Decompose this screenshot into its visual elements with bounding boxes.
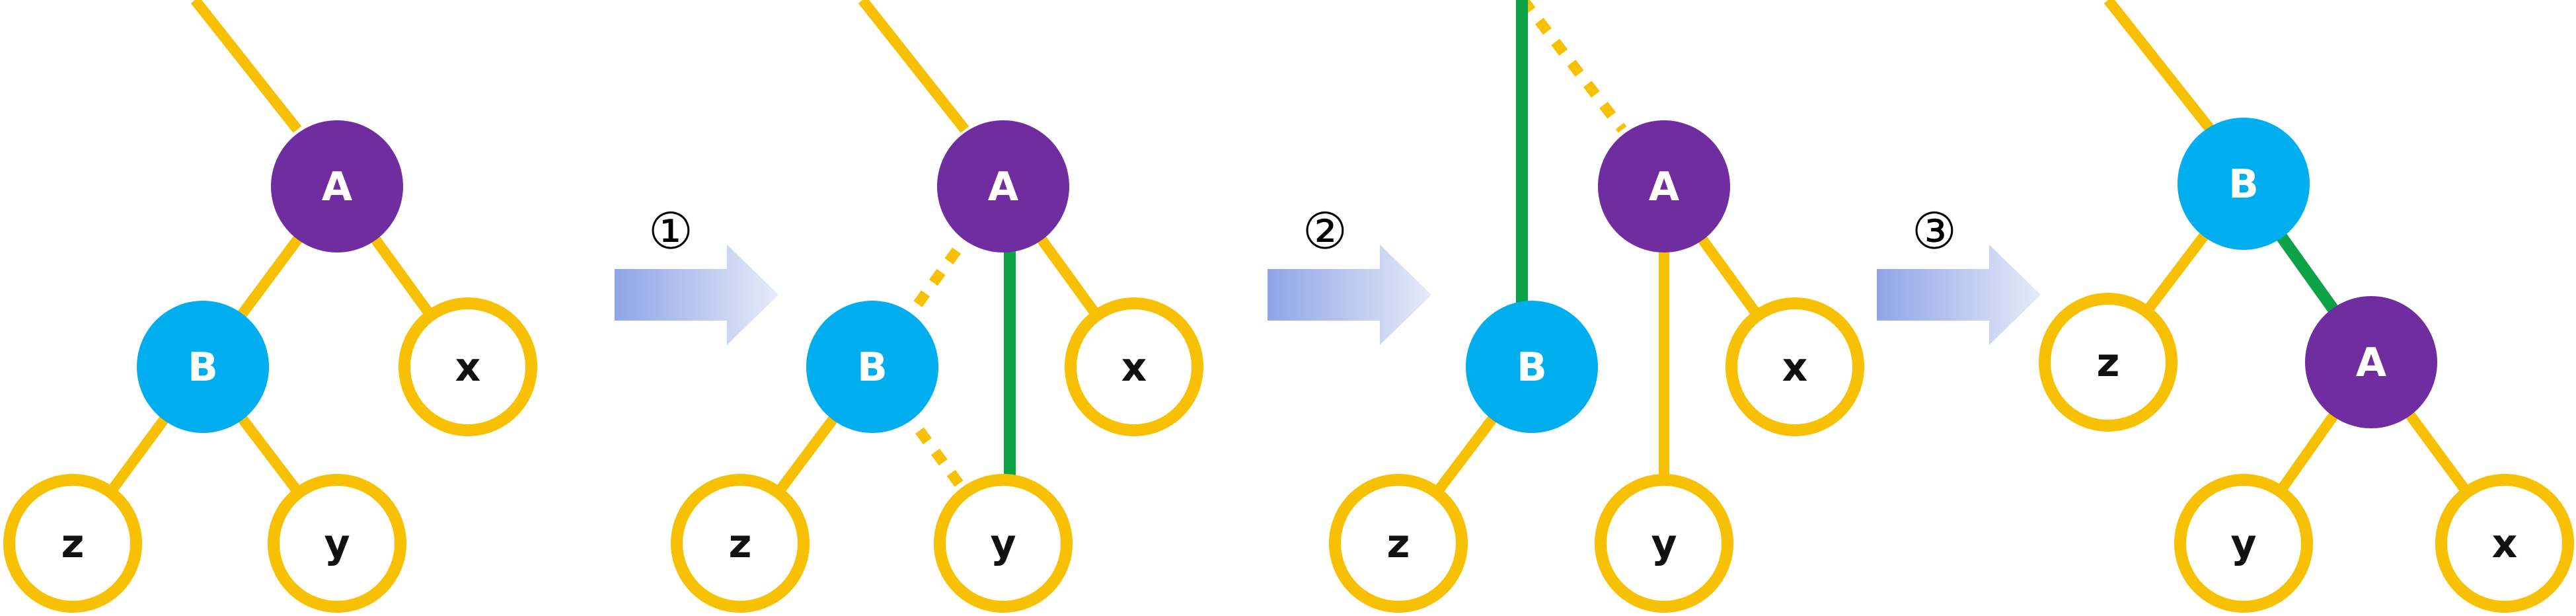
leaf-x-label: x	[2492, 521, 2518, 567]
edge-parent-A	[858, 0, 969, 133]
node-A: A	[1598, 120, 1730, 252]
leaf-y-label: y	[990, 521, 1016, 567]
leaf-z: z	[671, 474, 810, 613]
node-A-label: A	[2356, 340, 2387, 386]
leaf-z-label: z	[1387, 521, 1410, 567]
node-B: B	[2178, 118, 2310, 250]
node-A: A	[937, 120, 1069, 252]
leaf-x-label: x	[1782, 344, 1808, 391]
leaf-x: x	[1065, 297, 1203, 436]
step-1-label: ①	[648, 202, 693, 260]
node-B-label: B	[2228, 161, 2259, 208]
node-A-label: A	[1649, 164, 1680, 210]
node-A-label: A	[988, 164, 1019, 210]
leaf-x: x	[2435, 474, 2574, 613]
leaf-x: x	[1725, 297, 1864, 436]
step-2-label: ②	[1303, 202, 1347, 260]
step-1: ①	[615, 202, 778, 345]
leaf-y: y	[934, 474, 1073, 613]
leaf-z-label: z	[729, 521, 752, 567]
leaf-y-label: y	[1651, 521, 1677, 567]
leaf-y: y	[2174, 474, 2313, 613]
leaf-z: z	[1329, 474, 1468, 613]
step-1-arrow	[615, 245, 778, 345]
node-B-label: B	[188, 344, 218, 391]
node-A-label: A	[322, 164, 353, 210]
leaf-z: z	[2039, 293, 2178, 432]
edge-parent-A	[190, 0, 302, 133]
leaf-y: y	[1595, 474, 1733, 613]
step-2-arrow	[1268, 245, 1431, 345]
leaf-y-label: y	[2230, 521, 2256, 567]
node-B-label: B	[1517, 344, 1547, 391]
leaf-z: z	[3, 474, 142, 613]
node-B: B	[806, 301, 938, 433]
step-3: ③	[1877, 202, 2041, 345]
node-B-label: B	[857, 344, 888, 391]
step-3-label: ③	[1912, 202, 1957, 260]
leaf-x-label: x	[455, 344, 481, 391]
leaf-z-label: z	[2097, 340, 2120, 386]
panel-3: A B x z y	[1329, 0, 1864, 613]
leaf-z-label: z	[61, 521, 85, 567]
edge-parent-B	[2103, 0, 2215, 133]
node-B: B	[137, 301, 269, 433]
panel-4: B A z y x	[2039, 0, 2574, 613]
panel-1: A B x z y	[3, 0, 537, 613]
node-B: B	[1466, 301, 1598, 433]
leaf-x-label: x	[1121, 344, 1147, 391]
step-3-arrow	[1877, 245, 2041, 345]
leaf-x: x	[398, 297, 537, 436]
edge-parent-A-removed	[1519, 0, 1627, 133]
panel-2: A B x z y	[671, 0, 1203, 613]
node-A: A	[271, 120, 403, 252]
leaf-y-label: y	[324, 521, 350, 567]
leaf-y: y	[268, 474, 406, 613]
step-2: ②	[1268, 202, 1431, 345]
node-A: A	[2305, 296, 2437, 428]
